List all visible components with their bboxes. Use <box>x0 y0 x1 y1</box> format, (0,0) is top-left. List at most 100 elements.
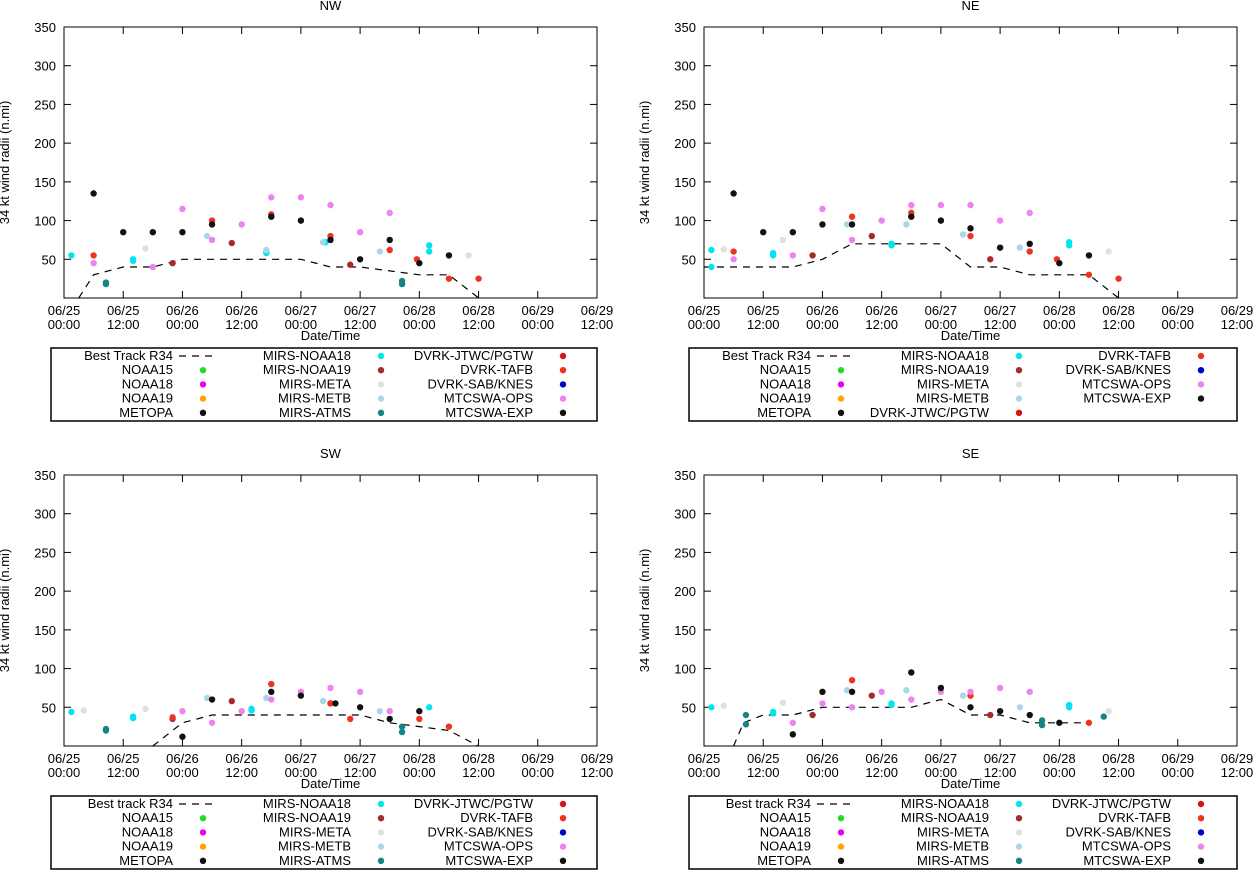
data-point <box>1026 240 1033 247</box>
legend-label: NOAA19 <box>760 391 811 406</box>
x-tick-label-date: 06/25 <box>107 751 140 766</box>
legend-label: MTCSWA-EXP <box>445 853 533 868</box>
legend-label: DVRK-JTWC/PGTW <box>870 405 990 420</box>
series-mirs-noaa19 <box>809 232 994 263</box>
legend-label: METOPA <box>757 405 811 420</box>
y-tick-label: 50 <box>42 700 56 715</box>
data-point <box>1026 711 1033 719</box>
legend-label: DVRK-SAB/KNES <box>1066 362 1172 377</box>
series-mirs-meta <box>720 236 1112 255</box>
series-mtcswa-ops <box>789 684 1033 726</box>
x-tick-label-time: 12:00 <box>225 765 258 780</box>
x-tick-label-date: 06/27 <box>984 751 1017 766</box>
x-tick-label-time: 12:00 <box>1102 317 1135 332</box>
data-point <box>90 252 97 259</box>
series-dvrk-tafb <box>848 676 1093 726</box>
y-tick-label: 250 <box>674 545 696 560</box>
data-point <box>848 221 856 228</box>
x-tick-label-time: 00:00 <box>688 317 721 332</box>
plot-area <box>68 680 479 746</box>
data-point <box>475 275 482 282</box>
legend-label: MTCSWA-OPS <box>444 839 533 854</box>
legend-label: DVRK-TAFB <box>1098 810 1171 825</box>
data-point <box>1038 717 1046 724</box>
x-tick-label-time: 12:00 <box>1221 765 1253 780</box>
x-tick-label-date: 06/25 <box>747 303 780 318</box>
data-point <box>937 201 945 209</box>
legend-label: MIRS-NOAA18 <box>901 348 989 363</box>
series-mirs-meta <box>720 699 1112 715</box>
x-tick-label-time: 00:00 <box>166 317 199 332</box>
data-point <box>445 275 453 282</box>
x-tick-label-time: 12:00 <box>984 765 1017 780</box>
y-tick-label: 200 <box>674 584 696 599</box>
best-track-line <box>704 243 1119 298</box>
data-point <box>769 252 777 259</box>
data-point <box>297 692 305 699</box>
data-point <box>848 688 856 695</box>
legend-dot <box>1197 857 1205 864</box>
legend-label: NOAA15 <box>760 810 811 825</box>
legend-dot <box>837 843 845 850</box>
data-point <box>789 719 797 726</box>
x-tick-label-time: 00:00 <box>806 317 839 332</box>
data-point <box>809 252 816 259</box>
legend-label: MIRS-NOAA19 <box>901 810 989 825</box>
y-tick-label: 100 <box>34 214 56 229</box>
y-tick-label: 350 <box>674 20 696 35</box>
data-point <box>169 714 176 721</box>
y-tick-label: 100 <box>674 214 696 229</box>
legend-label: METOPA <box>119 405 173 420</box>
data-point <box>129 257 137 265</box>
legend-label: MIRS-NOAA19 <box>263 362 351 377</box>
data-point <box>319 697 327 705</box>
legend-label: Best track R34 <box>726 796 811 811</box>
legend-dot <box>1015 829 1023 836</box>
data-point <box>848 676 856 684</box>
x-tick-label-time: 00:00 <box>1043 317 1076 332</box>
data-point <box>819 205 826 213</box>
data-point <box>356 704 364 711</box>
data-point <box>730 256 737 263</box>
panel-title: NW <box>320 0 342 13</box>
y-tick-label: 150 <box>34 175 56 190</box>
plot-frame <box>703 26 1238 299</box>
series-mtcswa-ops <box>90 194 393 271</box>
legend-dot <box>1197 829 1205 836</box>
data-point <box>843 221 851 228</box>
best-track-line <box>152 714 479 746</box>
data-point <box>332 700 339 707</box>
legend-label: METOPA <box>757 853 811 868</box>
data-point <box>386 715 393 723</box>
series-mtcswa-exp <box>90 190 453 267</box>
data-point <box>386 236 393 244</box>
y-tick-label: 250 <box>674 97 696 112</box>
legend-dot <box>1015 857 1023 864</box>
y-tick-label: 200 <box>34 584 56 599</box>
legend-label: DVRK-TAFB <box>1098 348 1171 363</box>
legend-label: MIRS-NOAA19 <box>263 810 351 825</box>
data-point <box>819 700 826 707</box>
data-point <box>967 232 974 240</box>
data-point <box>102 725 110 733</box>
legend-dot <box>377 367 385 374</box>
data-point <box>1056 259 1063 267</box>
data-point <box>445 723 453 730</box>
data-point <box>1085 719 1093 726</box>
x-tick-label-date: 06/29 <box>1221 751 1253 766</box>
x-tick-label-time: 12:00 <box>107 765 140 780</box>
x-tick-label-time: 00:00 <box>48 317 81 332</box>
x-tick-label-time: 00:00 <box>925 765 958 780</box>
data-point <box>779 699 787 706</box>
data-point <box>327 201 334 209</box>
y-tick-label: 250 <box>34 97 56 112</box>
data-point <box>268 688 275 695</box>
data-point <box>90 190 97 197</box>
x-tick-label-time: 00:00 <box>1043 765 1076 780</box>
data-point <box>129 714 137 722</box>
data-point <box>720 702 727 709</box>
data-point <box>789 252 797 259</box>
data-point <box>398 728 406 736</box>
